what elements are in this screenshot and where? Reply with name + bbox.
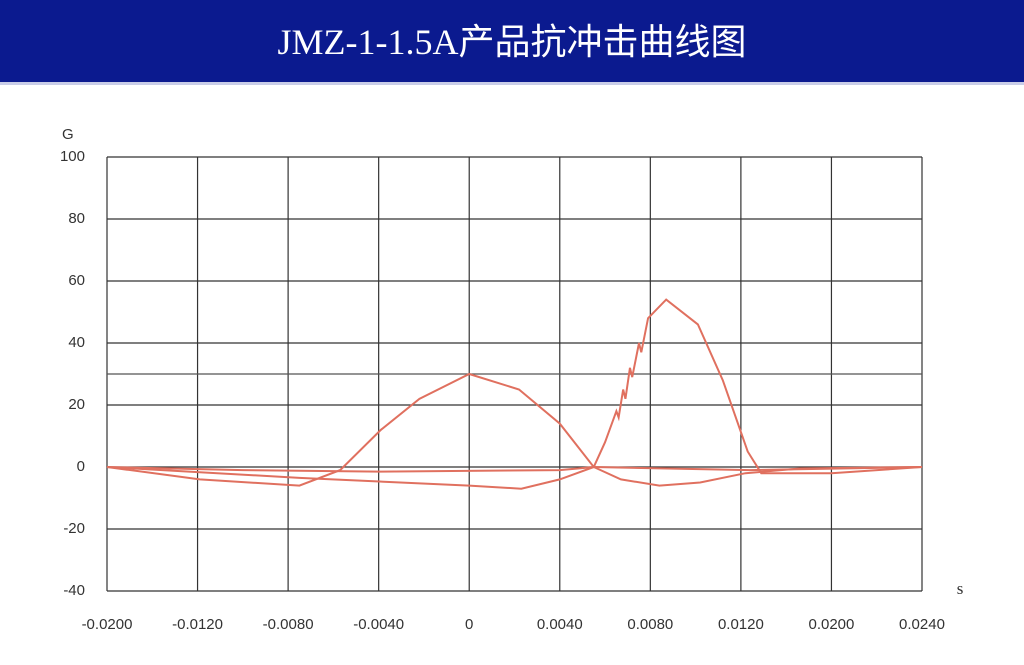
y-tick-label: 0 [77, 458, 85, 475]
y-tick-label: 20 [68, 396, 85, 413]
x-tick-label: 0.0040 [537, 616, 583, 633]
y-tick-label: 100 [60, 148, 85, 165]
x-tick-label: -0.0200 [82, 616, 133, 633]
data-line [106, 298, 923, 475]
y-axis-label: G [62, 126, 74, 143]
x-tick-label: 0.0080 [627, 616, 673, 633]
x-tick-label: -0.0120 [172, 616, 223, 633]
header: JMZ-1-1.5A产品抗冲击曲线图 [0, 0, 1024, 85]
x-tick-label: 0.0120 [718, 616, 764, 633]
y-tick-label: -20 [63, 520, 85, 537]
y-tick-label: 80 [68, 210, 85, 227]
y-tick-label: -40 [63, 582, 85, 599]
header-title: JMZ-1-1.5A产品抗冲击曲线图 [277, 22, 747, 62]
x-tick-label: 0.0240 [899, 616, 945, 633]
x-tick-label: 0 [465, 616, 473, 633]
y-tick-label: 60 [68, 272, 85, 289]
x-axis-label: s [957, 579, 964, 598]
x-tick-label: -0.0080 [263, 616, 314, 633]
x-tick-label: 0.0200 [808, 616, 854, 633]
y-tick-label: 40 [68, 334, 85, 351]
data-line [106, 465, 923, 490]
chart: G s -40 -20 0 20 40 60 80 100 -0.0200 -0.0120 -0.0… [60, 126, 964, 633]
x-tick-label: -0.0040 [353, 616, 404, 633]
